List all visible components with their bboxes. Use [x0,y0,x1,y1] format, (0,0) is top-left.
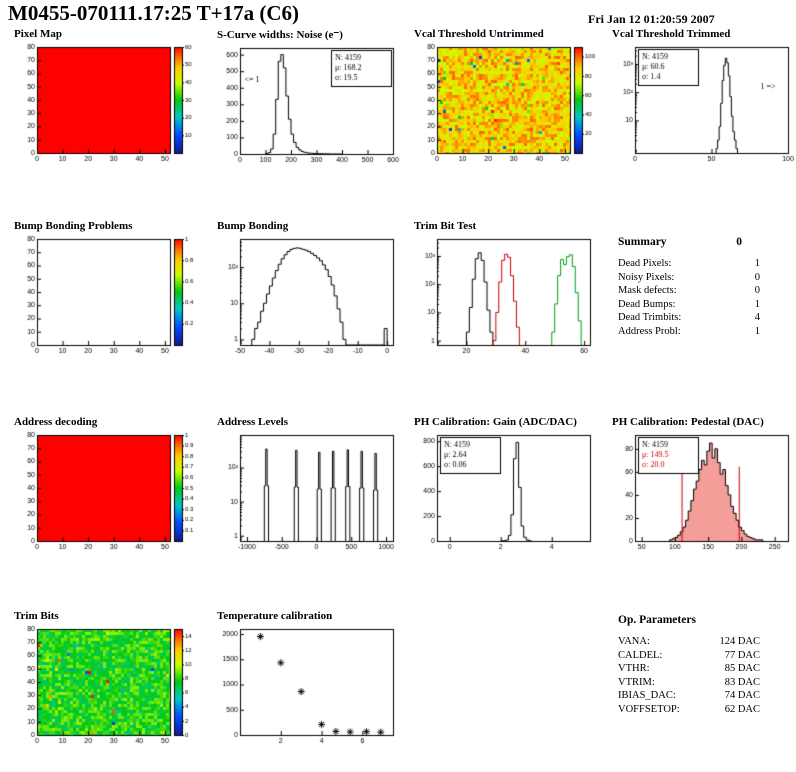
summary-block: Summary 0 Dead Pixels: 1 Noisy Pixels: 0… [618,236,760,338]
op-parameters-block: Op. Parameters VANA: 124 DAC CALDEL: 77 … [618,614,760,716]
plot-bump-bonding-problems: Bump Bonding Problems [10,220,205,361]
plot-title-bump-bonding: Bump Bonding [217,220,289,232]
op-parameter-label: IBIAS_DAC: [618,690,676,701]
plot-title-vcal-trimmed: Vcal Threshold Trimmed [612,28,731,40]
plot-title-address-levels: Address Levels [217,416,288,428]
op-parameter-value: 83 DAC [724,676,760,688]
summary-row: Mask defects: 0 [618,284,760,298]
summary-row: Dead Trimbits: 4 [618,311,760,325]
plot-ph-pedestal: PH Calibration: Pedestal (DAC) [608,416,796,557]
plot-title-temperature-calibration: Temperature calibration [217,610,333,622]
plot-ph-gain: PH Calibration: Gain (ADC/DAC) [410,416,605,557]
op-parameter-label: VTRIM: [618,676,655,688]
op-parameter-row: VANA: 124 DAC [618,635,760,649]
address-decoding-chart [10,429,200,557]
summary-row-value: 4 [754,312,760,323]
plot-trim-bits: Trim Bits [10,610,205,751]
op-parameters-title: Op. Parameters [618,614,696,626]
page-title: M0455-070111.17:25 T+17a (C6) [8,1,299,25]
op-parameter-label: VANA: [618,636,650,647]
summary-row-value: 0 [754,285,760,296]
summary-row-label: Dead Bumps: [618,298,676,310]
ph-pedestal-chart [608,429,796,557]
plot-vcal-untrimmed: Vcal Threshold Untrimmed [410,28,605,169]
plot-temperature-calibration: Temperature calibration [213,610,408,751]
plot-title-trim-bits: Trim Bits [14,610,59,622]
trim-bit-test-chart [410,233,600,361]
bump-bonding-problems-chart [10,233,200,361]
ph-gain-chart [410,429,600,557]
op-parameter-row: VTHR: 85 DAC [618,662,760,676]
summary-row-value: 1 [754,258,760,269]
plot-title-ph-gain: PH Calibration: Gain (ADC/DAC) [414,416,577,428]
plot-bump-bonding: Bump Bonding [213,220,408,361]
op-parameter-value: 62 DAC [724,703,760,715]
op-parameter-label: VTHR: [618,663,650,674]
temperature-calibration-chart [213,623,403,751]
summary-row: Dead Bumps: 1 [618,298,760,312]
op-parameter-row: CALDEL: 77 DAC [618,649,760,663]
vcal-untrimmed-chart [410,41,600,169]
op-parameter-row: VOFFSETOP: 62 DAC [618,703,760,717]
op-parameter-label: VOFFSETOP: [618,703,680,715]
plot-title-bump-bonding-problems: Bump Bonding Problems [14,220,133,232]
summary-row: Dead Pixels: 1 [618,257,760,271]
plot-title-scurve-noise: S-Curve widths: Noise (e⁻) [217,29,343,41]
plot-address-decoding: Address decoding [10,416,205,557]
pixel-map-chart [10,41,200,169]
plot-title-trim-bit-test: Trim Bit Test [414,220,477,232]
address-levels-chart [213,429,403,557]
summary-total: 0 [736,236,742,248]
vcal-trimmed-chart [608,41,796,169]
op-parameter-value: 124 DAC [719,636,760,647]
summary-title: Summary [618,236,667,248]
op-parameter-value: 74 DAC [724,690,760,701]
summary-row-value: 1 [754,325,760,337]
summary-row: Address Probl: 1 [618,325,760,339]
scurve-noise-chart [213,42,403,170]
plot-title-vcal-untrimmed: Vcal Threshold Untrimmed [414,28,544,40]
summary-header: Summary 0 [618,236,760,248]
summary-row-value: 0 [754,271,760,283]
plot-title-ph-pedestal: PH Calibration: Pedestal (DAC) [612,416,764,428]
timestamp: Fri Jan 12 01:20:59 2007 [588,12,715,26]
plot-address-levels: Address Levels [213,416,408,557]
op-parameter-label: CALDEL: [618,649,663,661]
summary-row-label: Address Probl: [618,325,681,337]
plot-scurve-noise: S-Curve widths: Noise (e⁻) [213,28,408,170]
summary-row-value: 1 [754,298,760,310]
op-parameters-header: Op. Parameters [618,614,760,626]
plot-title-pixel-map: Pixel Map [14,28,62,40]
op-parameter-value: 85 DAC [724,663,760,674]
summary-row-label: Dead Pixels: [618,258,672,269]
trim-bits-chart [10,623,200,751]
summary-row: Noisy Pixels: 0 [618,271,760,285]
plot-pixel-map: Pixel Map [10,28,205,169]
summary-row-label: Noisy Pixels: [618,271,675,283]
plot-title-address-decoding: Address decoding [14,416,98,428]
plot-vcal-trimmed: Vcal Threshold Trimmed [608,28,796,169]
plot-trim-bit-test: Trim Bit Test [410,220,605,361]
bump-bonding-chart [213,233,403,361]
op-parameter-value: 77 DAC [724,649,760,661]
op-parameter-row: VTRIM: 83 DAC [618,676,760,690]
summary-row-label: Mask defects: [618,285,677,296]
summary-row-label: Dead Trimbits: [618,312,682,323]
op-parameter-row: IBIAS_DAC: 74 DAC [618,689,760,703]
